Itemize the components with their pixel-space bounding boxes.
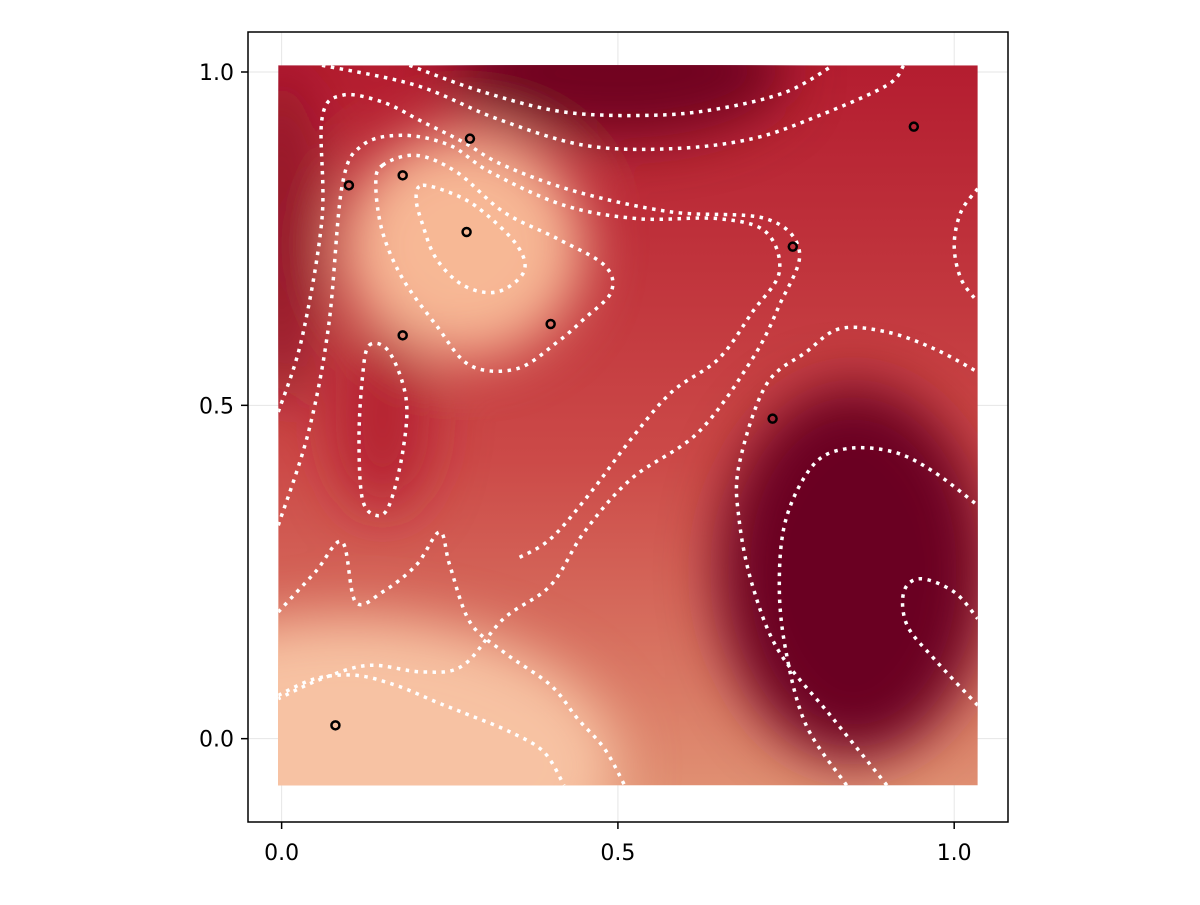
data-point-6 <box>787 241 799 252</box>
contour-line-top-outer <box>321 65 906 152</box>
data-point-5 <box>545 318 556 330</box>
y-tick-label-0: 0.0 <box>199 728 234 753</box>
y-tick-label-1: 0.5 <box>199 394 234 419</box>
contour-line-left-upper <box>278 133 782 561</box>
axis-ticks: 0.0 0.5 1.0 0.0 0.5 1.0 <box>199 61 972 866</box>
heatmap-region-3 <box>449 65 787 139</box>
data-point-3 <box>464 133 476 144</box>
contour-line-right-inner <box>900 576 978 707</box>
data-point-1 <box>397 170 408 181</box>
x-tick-label-2: 1.0 <box>937 841 972 866</box>
heatmap-region-1 <box>278 618 618 786</box>
heatmap-region-2 <box>718 385 978 759</box>
contour-lines <box>278 65 978 786</box>
data-point-2 <box>343 180 355 191</box>
contour-line-left-oval <box>357 341 409 518</box>
x-tick-label-0: 0.0 <box>264 841 299 866</box>
data-point-4 <box>397 330 408 341</box>
contour-line-top-dark <box>408 65 834 118</box>
axes-frame <box>247 31 1009 823</box>
contour-line-left-inner <box>278 530 627 786</box>
contour-line-right-outer <box>734 325 978 786</box>
contour-line-right-edge <box>952 187 978 304</box>
contour-line-right-mid <box>777 445 978 786</box>
contour-line-left-outer <box>278 92 802 701</box>
data-point-9 <box>330 720 341 731</box>
heatmap-surface <box>278 65 978 786</box>
x-tick-label-1: 0.5 <box>600 841 635 866</box>
sample-points <box>330 121 920 731</box>
data-point-7 <box>908 121 920 132</box>
contour-line-mid-blob-outer <box>374 153 615 374</box>
data-point-8 <box>767 413 778 424</box>
y-tick-label-2: 1.0 <box>199 61 234 86</box>
data-point-0 <box>461 226 472 238</box>
heatmap-region-4 <box>278 72 322 406</box>
contour-line-mid-blob-inner <box>414 183 527 295</box>
heatmap-region-5 <box>335 325 430 512</box>
